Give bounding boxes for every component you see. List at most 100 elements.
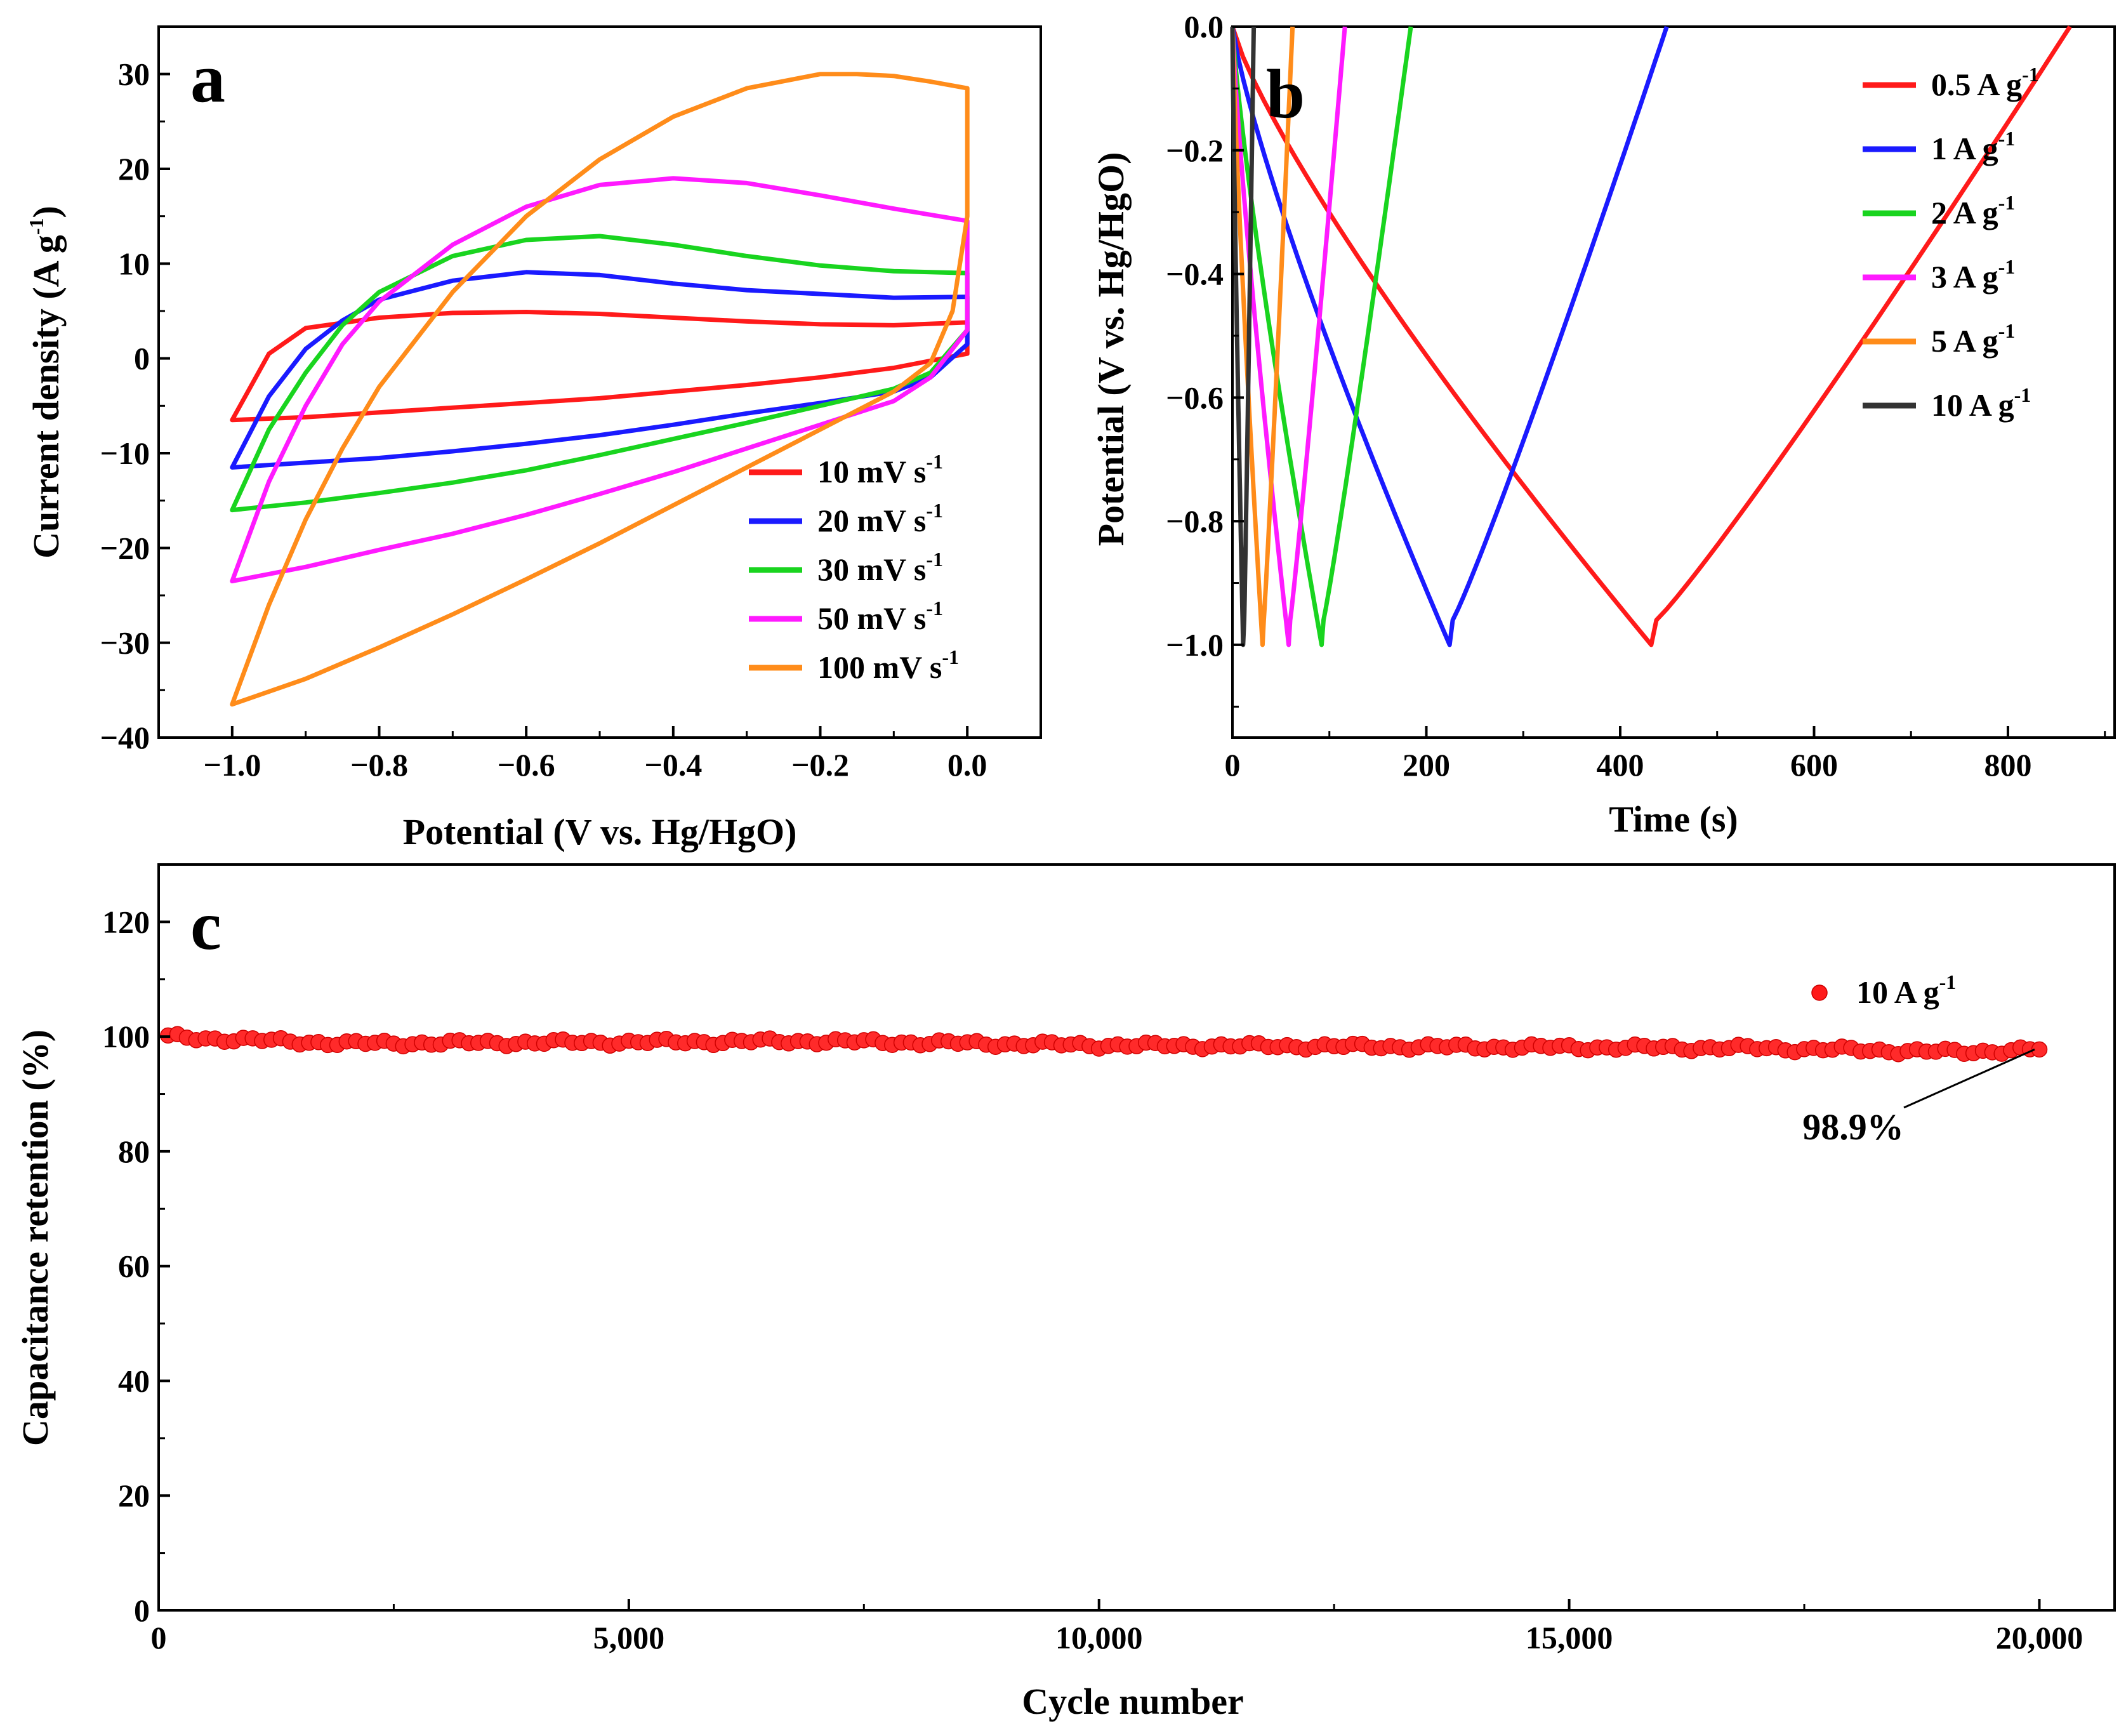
panel-c-y-tick-label: 60 (118, 1249, 150, 1284)
panel-a-legend-sup: -1 (926, 450, 943, 473)
panel-b-y-tick-label: −0.8 (1166, 503, 1224, 539)
panel-c-x-tick-label: 0 (151, 1620, 167, 1655)
panel-c-y-tick-label: 80 (118, 1134, 150, 1169)
panel-c-annotation: 98.9% (1802, 1106, 1904, 1148)
panel-a: −1.0 −0.8 −0.6 −0.4 −0.2 0.0 −40 −30 −20 −10 0 10 2… (25, 25, 1042, 852)
panel-b-legend-text: 2 A g (1931, 195, 1998, 230)
panel-b-y-axis-label: Potential (V vs. Hg/HgO) (1090, 152, 1132, 547)
panel-c-legend: 10 A g-1 (1811, 971, 1956, 1010)
panel-a-legend-sup: -1 (926, 597, 943, 620)
panel-b-legend-text: 10 A g (1931, 387, 2014, 423)
panel-a-x-tick-label: −0.8 (350, 747, 408, 783)
panel-a-legend-sup: -1 (926, 499, 943, 522)
panel-a-y-tick-label: −20 (100, 530, 150, 566)
panel-a-legend: 10 mV s-120 mV s-130 mV s-150 mV s-1100 … (749, 450, 959, 685)
panel-a-label: a (190, 39, 225, 117)
panel-a-legend-label: 10 mV s-1 (817, 450, 943, 489)
panel-a-series-100-mv-s (230, 72, 970, 707)
panel-a-y-axis-label: Current density (A g-1) (25, 206, 67, 559)
panel-a-x-axis-label: Potential (V vs. Hg/HgO) (403, 811, 797, 852)
panel-c-x-tick-label: 5,000 (593, 1620, 665, 1655)
panel-b-legend-sup: -1 (1998, 319, 2016, 342)
panel-b-x-tick-label: 600 (1790, 747, 1838, 783)
panel-a-y-ticks: −40 −30 −20 −10 0 10 20 30 (100, 56, 170, 755)
panel-a-legend-label: 100 mV s-1 (817, 646, 959, 685)
panel-b-x-axis-label: Time (s) (1609, 798, 1738, 840)
panel-a-legend-text: 30 mV s (817, 552, 926, 587)
panel-c-y-axis-label: Capacitance retention (%) (15, 1030, 56, 1446)
panel-c-y-tick-label: 40 (118, 1363, 150, 1398)
panel-b: 0 200 400 600 800 0.0−0.2−0.4−0.6−0.8−1.0 b … (1090, 9, 2116, 840)
panel-a-legend-sup: -1 (926, 548, 943, 571)
panel-a-y-tick-label: −40 (100, 720, 150, 755)
panel-c-label: c (190, 887, 221, 964)
panel-a-legend-label: 30 mV s-1 (817, 548, 943, 587)
panel-b-y-tick-label: −1.0 (1166, 627, 1224, 663)
panel-b-x-tick-label: 400 (1596, 747, 1644, 783)
panel-c-annotation-pointer (1903, 1048, 2035, 1109)
panel-b-y-tick-label: −0.6 (1166, 380, 1224, 415)
panel-c-legend-marker (1811, 984, 1828, 1001)
panel-b-x-ticks: 0 200 400 600 800 (1225, 726, 2106, 783)
panel-a-legend-sup: -1 (942, 646, 959, 668)
panel-b-legend-label: 3 A g-1 (1931, 255, 2015, 295)
panel-c-plot-area (160, 1026, 2048, 1063)
panel-b-legend-text: 3 A g (1931, 259, 1998, 295)
panel-a-y-tick-label: 20 (118, 151, 150, 187)
panel-c-y-tick-label: 0 (134, 1593, 150, 1628)
panel-a-y-axis-label-main: Current density (A g (25, 235, 67, 559)
panel-a-x-ticks: −1.0 −0.8 −0.6 −0.4 −0.2 0.0 (203, 726, 987, 783)
panel-b-legend-text: 5 A g (1931, 323, 1998, 359)
panel-b-legend-text: 1 A g (1931, 131, 1998, 166)
panel-a-y-axis-label-sup: -1 (25, 218, 48, 235)
panel-b-series-10-a-g (1230, 26, 1257, 647)
panel-a-y-tick-label: −30 (100, 625, 150, 661)
panel-c-frame (157, 863, 2116, 1612)
panel-c-x-tick-label: 15,000 (1526, 1620, 1613, 1655)
panel-b-y-tick-label: −0.4 (1166, 256, 1224, 292)
panel-c-y-tick-label: 120 (102, 904, 150, 939)
panel-b-legend-label: 10 A g-1 (1931, 383, 2031, 423)
panel-a-x-tick-label: −0.2 (791, 747, 849, 783)
panel-c-x-axis-label: Cycle number (1022, 1681, 1244, 1722)
panel-b-x-tick-label: 800 (1984, 747, 2031, 783)
panel-b-legend-text: 0.5 A g (1931, 67, 2022, 102)
panel-b-legend-sup: -1 (2022, 63, 2039, 86)
panel-a-y-tick-label: 30 (118, 56, 150, 92)
panel-a-y-tick-label: −10 (100, 435, 150, 471)
panel-b-series-5-a-g (1230, 26, 1295, 647)
panel-b-x-tick-label: 200 (1403, 747, 1450, 783)
panel-b-x-tick-label: 0 (1225, 747, 1241, 783)
panel-b-legend: 0.5 A g-11 A g-12 A g-13 A g-15 A g-110 … (1863, 63, 2039, 423)
panel-b-label: b (1266, 55, 1305, 133)
panel-b-plot-area (1230, 25, 2072, 647)
panel-b-legend-sup: -1 (1998, 255, 2016, 278)
panel-b-y-tick-label: 0.0 (1184, 9, 1224, 44)
panel-b-series-2-a-g (1230, 26, 1413, 647)
panel-b-legend-label: 5 A g-1 (1931, 319, 2015, 359)
panel-b-series-1-a-g (1230, 25, 1669, 647)
panel-a-legend-text: 50 mV s (817, 600, 926, 636)
panel-b-legend-sup: -1 (1998, 127, 2016, 150)
panel-a-legend-label: 20 mV s-1 (817, 499, 943, 538)
panel-c-y-tick-label: 20 (118, 1478, 150, 1513)
panel-b-y-ticks: 0.0 −0.2 −0.4 −0.6 −0.8 −1.0 (1166, 9, 1244, 708)
panel-b-legend-sup: -1 (2014, 383, 2031, 406)
panel-a-legend-text: 20 mV s (817, 503, 926, 538)
panel-c-y-ticks: 0 20 40 60 80 100 120 (102, 863, 170, 1628)
panel-c-x-ticks: 0 5,000 10,000 15,000 20,000 (151, 1599, 2083, 1655)
panel-c-legend-text: 10 A g (1856, 974, 1939, 1010)
panel-b-frame (1231, 25, 2116, 739)
panel-a-legend-text: 10 mV s (817, 454, 926, 489)
panel-c-x-tick-label: 20,000 (1996, 1620, 2083, 1655)
panel-b-legend-label: 2 A g-1 (1931, 191, 2015, 230)
panel-c-x-tick-label: 10,000 (1055, 1620, 1143, 1655)
panel-a-x-tick-label: −1.0 (203, 747, 261, 783)
panel-c-y-tick-label: 100 (102, 1019, 150, 1054)
panel-c-data-point (2031, 1041, 2048, 1058)
panel-a-x-tick-label: 0.0 (947, 747, 987, 783)
panel-a-x-tick-label: −0.4 (644, 747, 702, 783)
panel-c-legend-label: 10 A g-1 (1856, 971, 1956, 1010)
panel-b-legend-label: 1 A g-1 (1931, 127, 2015, 166)
